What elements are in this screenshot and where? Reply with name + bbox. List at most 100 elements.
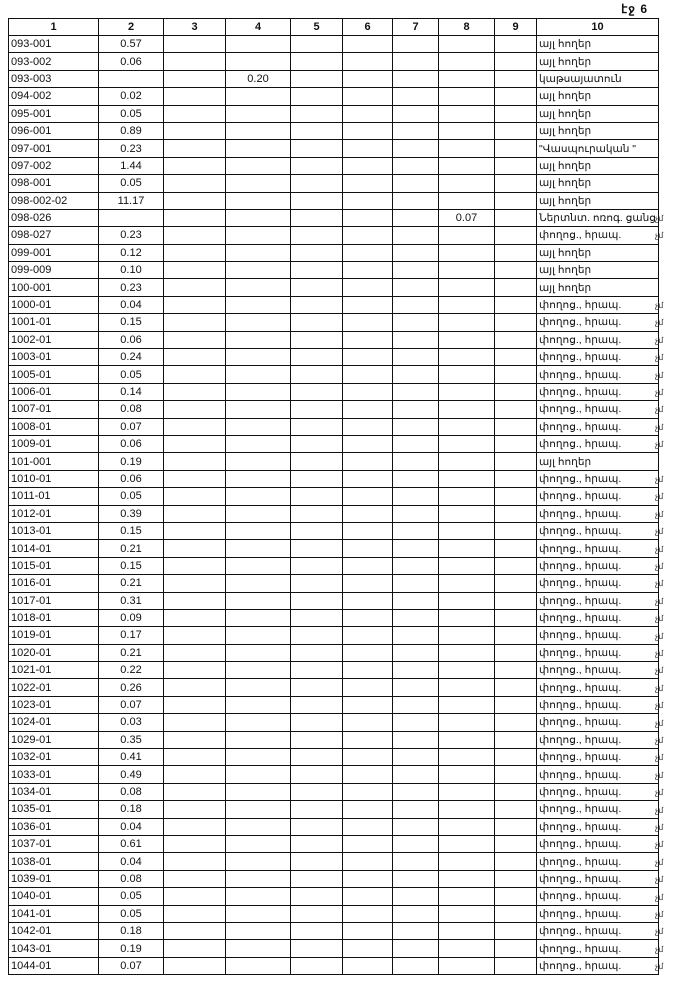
area-cell-col3	[163, 556, 226, 576]
column-header-9: 9	[494, 18, 537, 36]
area-cell-col5	[290, 348, 343, 367]
area-cell-col9	[494, 52, 537, 71]
area-cell-col2: 0.24	[98, 348, 164, 367]
table-row: 098-001 0.05 այլ հողեր	[8, 174, 659, 193]
table-row: 1024-01 0.03 փողոց., հրապ.	[8, 713, 659, 732]
area-cell-col2: 0.03	[98, 713, 164, 732]
table-row: 1007-01 0.08 փողոց., հրապ.	[8, 400, 659, 419]
parcel-code-cell: 1042-01	[8, 921, 99, 941]
area-cell-col6	[342, 695, 393, 715]
table-row: 097-001 0.23 "Վասպուրական "	[8, 139, 659, 158]
area-cell-col3	[163, 904, 226, 923]
area-cell-col9	[494, 748, 537, 767]
area-cell-col5	[290, 243, 343, 263]
area-cell-col4	[225, 591, 291, 610]
area-cell-col7	[392, 400, 439, 419]
parcel-code-cell: 100-001	[8, 278, 99, 297]
table-row: 1033-01 0.49 փողոց., հրապ.	[8, 765, 659, 784]
land-use-cell: փողոց., հրապ.	[536, 800, 659, 819]
area-cell-col9	[494, 434, 537, 454]
column-header-6: 6	[342, 18, 393, 36]
area-cell-col9	[494, 887, 537, 906]
margin-mark: չմ	[655, 370, 664, 380]
area-cell-col3	[163, 139, 226, 158]
column-header-1: 1	[8, 18, 99, 36]
area-cell-col3	[163, 226, 226, 245]
area-cell-col4	[225, 487, 291, 506]
land-use-cell: փողոց., հրապ.	[536, 765, 659, 784]
margin-mark: չմ	[655, 649, 664, 658]
area-cell-col6	[342, 521, 393, 541]
area-cell-col7	[392, 382, 439, 402]
area-cell-col8: 0.07	[438, 208, 495, 228]
area-cell-col4	[225, 87, 291, 106]
land-use-cell: այլ հողեր	[536, 104, 659, 123]
area-cell-col3	[163, 243, 226, 263]
area-cell-col2: 0.26	[98, 678, 164, 697]
area-cell-col8	[438, 643, 495, 663]
table-row: 1013-01 0.15 փողոց., հրապ.	[8, 521, 659, 541]
area-cell-col2: 0.15	[98, 556, 164, 576]
area-cell-col6	[342, 400, 393, 419]
area-cell-col2: 0.12	[98, 243, 164, 263]
land-use-cell: Ներտնտ. ոռոգ. ցանց	[536, 208, 659, 228]
area-cell-col3	[163, 695, 226, 715]
area-cell-col5	[290, 452, 343, 471]
area-cell-col6	[342, 434, 393, 454]
margin-mark: չմ	[655, 318, 664, 328]
area-cell-col3	[163, 765, 226, 784]
area-cell-col6	[342, 452, 393, 471]
area-cell-col8	[438, 278, 495, 297]
area-cell-col3	[163, 643, 226, 663]
area-cell-col3	[163, 852, 226, 871]
area-cell-col7	[392, 748, 439, 767]
area-cell-col6	[342, 87, 393, 106]
area-cell-col5	[290, 313, 343, 332]
area-cell-col5	[290, 661, 343, 680]
area-cell-col5	[290, 417, 343, 436]
table-row: 1034-01 0.08 փողոց., հրապ.	[8, 782, 659, 802]
area-cell-col5	[290, 921, 343, 941]
area-cell-col5	[290, 695, 343, 715]
margin-mark: չմ	[655, 596, 664, 606]
area-cell-col7	[392, 521, 439, 541]
area-cell-col4	[225, 887, 291, 906]
area-cell-col5	[290, 574, 343, 593]
area-cell-col2: 0.61	[98, 834, 164, 854]
area-cell-col7	[392, 52, 439, 71]
area-cell-col9	[494, 226, 537, 245]
area-cell-col2: 0.21	[98, 643, 164, 663]
area-cell-col6	[342, 678, 393, 697]
area-cell-col2: 0.08	[98, 782, 164, 802]
table-row: 098-027 0.23 փողոց., հրապ.	[8, 226, 659, 245]
area-cell-col9	[494, 34, 537, 54]
area-cell-col5	[290, 191, 343, 210]
parcel-code-cell: 1010-01	[8, 469, 99, 489]
area-cell-col8	[438, 295, 495, 315]
area-cell-col4	[225, 939, 291, 958]
table-row: 101-001 0.19 այլ հողեր	[8, 452, 659, 471]
area-cell-col4	[225, 469, 291, 489]
land-use-cell: այլ հողեր	[536, 34, 659, 54]
land-use-cell: այլ հողեր	[536, 121, 659, 141]
table-row: 1005-01 0.05 փողոց., հրապ.	[8, 365, 659, 384]
area-cell-col8	[438, 174, 495, 193]
area-cell-col6	[342, 52, 393, 71]
area-cell-col6	[342, 921, 393, 941]
area-cell-col5	[290, 487, 343, 506]
area-cell-col3	[163, 417, 226, 436]
parcel-code-cell: 1022-01	[8, 678, 99, 697]
area-cell-col5	[290, 226, 343, 245]
table-row: 1010-01 0.06 փողոց., հրապ.	[8, 469, 659, 489]
area-cell-col6	[342, 939, 393, 958]
area-cell-col9	[494, 243, 537, 263]
margin-mark: չմ	[655, 823, 664, 832]
area-cell-col4	[225, 556, 291, 576]
area-cell-col8	[438, 243, 495, 263]
land-use-cell: փողոց., հրապ.	[536, 417, 659, 436]
area-cell-col8	[438, 417, 495, 436]
area-cell-col6	[342, 643, 393, 663]
area-cell-col7	[392, 695, 439, 715]
margin-mark: չմ	[655, 440, 664, 450]
land-use-cell: այլ հողեր	[536, 156, 659, 176]
